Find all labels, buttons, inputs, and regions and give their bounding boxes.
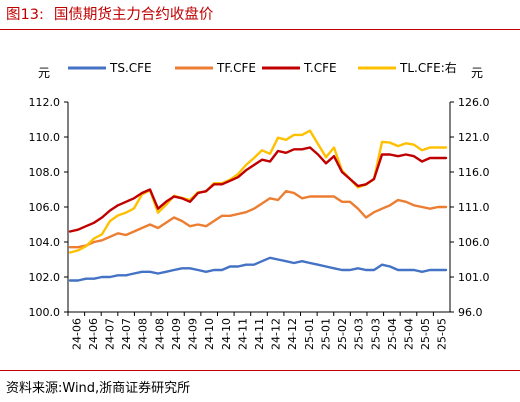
right-tick-label: 111.0 — [458, 201, 490, 214]
title-rule — [0, 29, 520, 30]
left-tick-label: 106.0 — [29, 201, 61, 214]
x-tick-label: 25-03 — [353, 318, 366, 350]
x-tick-label: 24-09 — [187, 318, 200, 350]
x-tick-label: 24-11 — [253, 318, 266, 350]
figure-number: 图13: — [6, 7, 44, 23]
series-line-tscfe — [68, 256, 448, 282]
right-tick-label: 116.0 — [458, 166, 490, 179]
x-tick-label: 24-10 — [220, 318, 233, 350]
right-tick-label: 96.0 — [458, 306, 483, 319]
x-tick-label: 25-05 — [419, 318, 432, 350]
x-tick-label: 24-08 — [153, 318, 166, 350]
left-tick-label: 104.0 — [29, 236, 61, 249]
left-tick-label: 100.0 — [29, 306, 61, 319]
x-tick-label: 24-12 — [286, 318, 299, 350]
series-line-tcfe — [68, 146, 448, 233]
chart-legend: TS.CFE TF.CFE T.CFE TL.CFE:右 — [68, 60, 457, 75]
x-tick-label: 25-04 — [386, 318, 399, 350]
legend-label: TS.CFE — [109, 61, 152, 75]
x-tick-label: 25-03 — [369, 318, 382, 350]
left-tick-label: 110.0 — [29, 131, 61, 144]
x-tick-label: 25-02 — [336, 318, 349, 350]
x-tick-label: 24-06 — [87, 318, 100, 350]
series-line-tlcfe — [68, 129, 448, 254]
legend-label: TF.CFE — [216, 61, 256, 75]
x-tick-label: 24-12 — [270, 318, 283, 350]
series-line-tfcfe — [68, 189, 448, 249]
x-tick-label: 25-01 — [303, 318, 316, 350]
x-tick-label: 25-01 — [319, 318, 332, 350]
source-rule — [0, 370, 520, 371]
x-tick-label: 24-07 — [120, 318, 133, 350]
x-tick-label: 24-09 — [170, 318, 183, 350]
left-axis-unit: 元 — [38, 66, 50, 80]
chart-title: 图13: 国债期货主力合约收盘价 — [6, 4, 213, 26]
right-tick-label: 106.0 — [458, 236, 490, 249]
x-tick-label: 24-10 — [203, 318, 216, 350]
right-tick-label: 126.0 — [458, 96, 490, 109]
source-note: 资料来源:Wind,浙商证券研究所 — [6, 381, 191, 396]
chart-axes: 100.0 102.0 104.0 106.0 108.0 110.0 112.0 96.0 1… — [29, 66, 490, 350]
x-tick-label: 24-06 — [70, 318, 83, 350]
left-tick-label: 108.0 — [29, 166, 61, 179]
right-tick-label: 121.0 — [458, 131, 490, 144]
x-tick-label: 25-05 — [436, 318, 449, 350]
left-tick-label: 112.0 — [29, 96, 61, 109]
left-tick-label: 102.0 — [29, 271, 61, 284]
chart-series — [68, 129, 448, 282]
right-axis-unit: 元 — [471, 66, 483, 80]
x-tick-label: 24-08 — [137, 318, 150, 350]
legend-label: TL.CFE:右 — [399, 60, 457, 75]
legend-label: T.CFE — [303, 61, 337, 75]
x-tick-label: 25-04 — [402, 318, 415, 350]
x-tick-label: 24-07 — [104, 318, 117, 350]
x-tick-label: 24-11 — [236, 318, 249, 350]
figure-title: 国债期货主力合约收盘价 — [53, 7, 214, 23]
right-tick-label: 101.0 — [458, 271, 490, 284]
line-chart: 100.0 102.0 104.0 106.0 108.0 110.0 112.0 96.0 1… — [29, 60, 490, 350]
